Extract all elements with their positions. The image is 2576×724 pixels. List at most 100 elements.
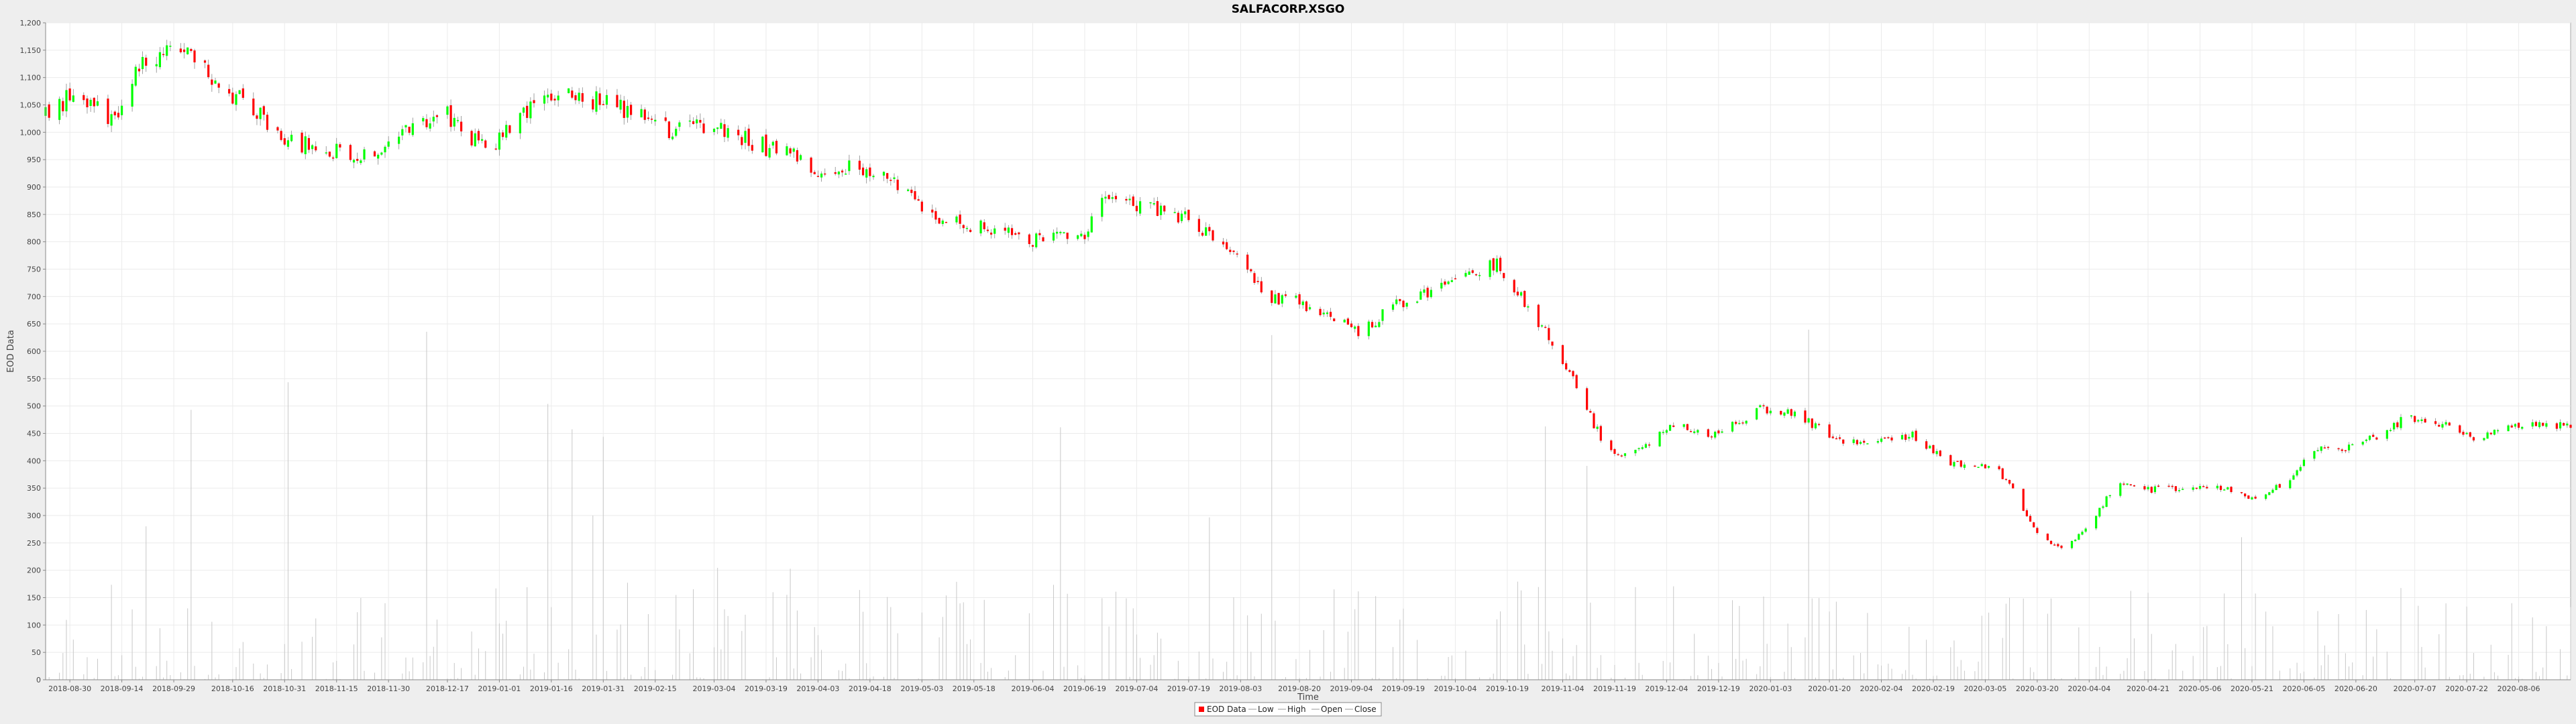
candle-body [1063, 232, 1065, 233]
candle-body [1104, 196, 1107, 199]
candle-body [2472, 437, 2475, 440]
candle-body [1561, 345, 1564, 365]
candle-body [1672, 425, 1675, 427]
candle-body [574, 95, 577, 101]
candle-body [339, 144, 341, 148]
candle-body [2375, 437, 2378, 440]
candle-body [2057, 544, 2059, 546]
x-tick-label: 2019-08-03 [1219, 684, 1262, 693]
candle-body [1042, 237, 1044, 241]
candle-body [994, 228, 996, 234]
x-tick-label: 2020-05-06 [2179, 684, 2222, 693]
candle-body [134, 66, 137, 86]
candle-body [2400, 417, 2402, 428]
candle-body [2240, 492, 2243, 493]
candle-body [2389, 430, 2392, 431]
candle-body [2323, 447, 2326, 448]
x-tick-label: 2019-11-19 [1593, 684, 1636, 693]
candle-body [477, 131, 480, 141]
candle-body [914, 191, 916, 200]
candle-body [1668, 424, 1672, 431]
candle-body [1932, 444, 1935, 454]
candle-body [623, 101, 625, 118]
candle-body [508, 125, 511, 133]
candle-body [373, 151, 376, 157]
candle-body [1689, 431, 1693, 432]
candle-body [2198, 486, 2202, 489]
x-tick-label: 2020-02-04 [1860, 684, 1903, 693]
candle-body [1229, 249, 1232, 252]
candle-body [1090, 216, 1093, 233]
candle-body [1256, 280, 1259, 282]
candle-body [2105, 496, 2108, 507]
candle-body [2216, 485, 2218, 489]
candle-body [1326, 312, 1328, 314]
candle-body [848, 160, 851, 172]
candle-body [816, 176, 820, 177]
candle-body [938, 218, 941, 224]
candle-body [1828, 424, 1831, 438]
candle-body [553, 99, 556, 101]
candle-body [2150, 487, 2153, 493]
candle-body [1786, 409, 1789, 414]
candle-body [969, 229, 972, 233]
candle-body [2517, 422, 2520, 428]
x-axis-label: Time [1297, 692, 1319, 703]
candle-body [2202, 486, 2205, 487]
candle-body [1343, 319, 1346, 322]
candle-body [1028, 234, 1030, 245]
x-tick-label: 2019-05-18 [953, 684, 996, 693]
candle-body [2078, 534, 2080, 540]
candle-body [1184, 211, 1187, 215]
x-tick-label: 2020-05-21 [2231, 684, 2273, 693]
candle-body [2230, 487, 2233, 493]
candle-body [1589, 410, 1592, 413]
candle-body [166, 45, 168, 56]
candle-body [619, 99, 622, 110]
candle-body [2469, 432, 2471, 437]
candle-body [1769, 410, 1772, 414]
candle-body [96, 101, 99, 106]
candle-body [110, 114, 113, 126]
candle-body [2029, 516, 2032, 522]
candle-body [1444, 281, 1446, 285]
candle-body [2001, 468, 2004, 479]
candle-body [2531, 422, 2534, 427]
x-tick-label: 2018-12-17 [426, 684, 469, 693]
candle-body [58, 99, 61, 120]
candle-body [2219, 485, 2222, 490]
candle-body [1876, 440, 1879, 443]
candle-body [1322, 312, 1325, 314]
candle-body [1814, 423, 1817, 428]
x-tick-label: 2019-09-04 [1330, 684, 1373, 693]
candle-body [696, 119, 698, 123]
candle-body [1375, 325, 1377, 328]
candle-body [2147, 487, 2149, 489]
candles [44, 40, 2572, 550]
candle-body [145, 58, 148, 66]
candle-body [941, 221, 944, 225]
candle-body [228, 88, 231, 94]
candle-body [1080, 233, 1083, 237]
candle-body [1128, 198, 1131, 200]
candle-body [2081, 532, 2084, 535]
candle-body [1111, 197, 1114, 199]
candle-body [2060, 545, 2063, 548]
candle-body [2410, 415, 2413, 417]
candle-body [1804, 410, 1807, 423]
candle-body [1980, 464, 1983, 467]
y-tick-label: 800 [27, 238, 41, 247]
candle-body [1052, 233, 1055, 241]
grid [46, 22, 2571, 680]
candle-body [751, 145, 753, 151]
candle-body [720, 123, 722, 129]
candle-body [1246, 254, 1249, 270]
candle-body [238, 90, 241, 95]
candle-body [2046, 534, 2049, 540]
candle-body [1811, 418, 1813, 428]
candle-body [727, 128, 729, 138]
candle-body [1987, 466, 1990, 468]
candle-body [1929, 445, 1931, 448]
candle-body [896, 180, 899, 190]
candle-body [1953, 462, 1955, 467]
